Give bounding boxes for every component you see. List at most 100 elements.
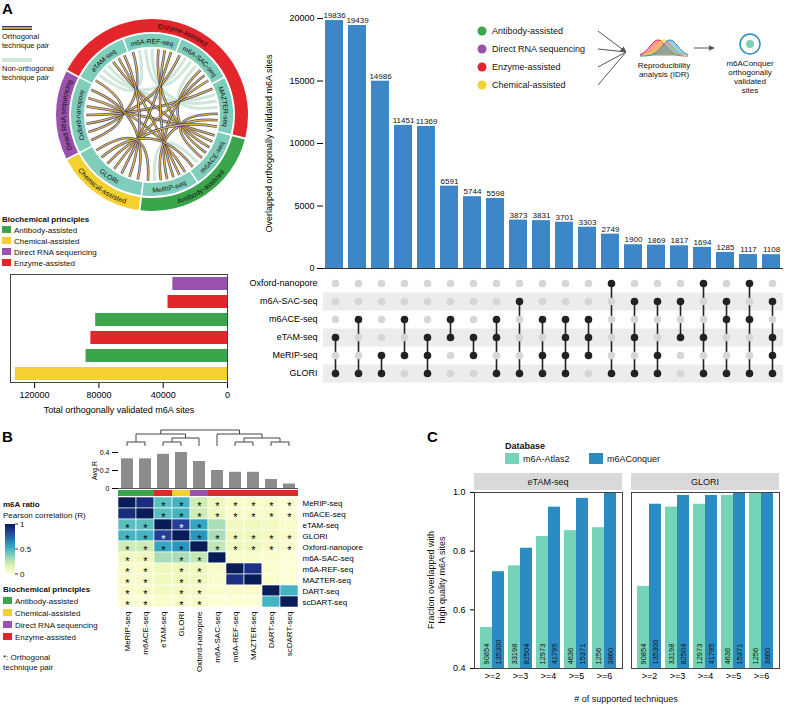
svg-text:12973: 12973 [695,644,704,665]
svg-text:*: * [197,533,202,545]
svg-text:1256: 1256 [594,648,603,665]
svg-text:11451: 11451 [393,116,415,125]
svg-text:scDART-seq: scDART-seq [285,612,294,657]
svg-text:GLORI: GLORI [289,368,317,378]
svg-text:*: * [269,544,274,556]
svg-text:Direct RNA sequencing: Direct RNA sequencing [492,44,585,54]
svg-text:technique pair: technique pair [2,73,50,82]
svg-text:>=2: >=2 [642,671,658,681]
svg-text:135300: 135300 [494,639,503,664]
svg-text:Fraction overlapped with: Fraction overlapped with [426,531,436,629]
svg-text:MAZTER-seq: MAZTER-seq [218,85,230,127]
svg-text:>=2: >=2 [485,671,501,681]
svg-text:m6AConquer: m6AConquer [726,59,773,68]
svg-text:Antibody-assisted: Antibody-assisted [15,597,78,606]
svg-text:m6A-Atlas2: m6A-Atlas2 [523,454,570,464]
svg-text:m6A-SAC-seq: m6A-SAC-seq [213,612,222,663]
svg-text:Biochemical principles: Biochemical principles [2,215,90,224]
svg-text:Enzyme-assisted: Enzyme-assisted [492,62,561,72]
svg-text:33198: 33198 [667,644,676,665]
svg-text:C: C [427,428,438,445]
svg-text:technique pair: technique pair [3,663,54,672]
svg-text:40000: 40000 [151,390,176,400]
svg-text:5000: 5000 [294,201,314,211]
svg-text:Orthogonal: Orthogonal [2,32,39,41]
svg-text:4636: 4636 [723,648,732,665]
svg-text:0.8: 0.8 [453,546,466,556]
svg-text:Chemical-assisted: Chemical-assisted [14,237,79,246]
svg-text:Database: Database [505,441,545,451]
svg-text:>=6: >=6 [597,671,613,681]
svg-text:Direct RNA sequencing: Direct RNA sequencing [15,621,98,630]
svg-text:high quality m6A sites: high quality m6A sites [437,536,447,624]
svg-text:2749: 2749 [602,225,620,234]
svg-text:analysis (IDR): analysis (IDR) [639,70,690,79]
svg-text:15371: 15371 [735,644,744,665]
svg-text:Oxford-nanopore: Oxford-nanopore [74,88,85,141]
svg-text:Reproducibility: Reproducibility [638,61,690,70]
svg-text:m6ACE-seq: m6ACE-seq [269,314,318,324]
svg-text:*: * [251,511,256,523]
svg-text:>=5: >=5 [726,671,742,681]
svg-text:41795: 41795 [550,644,559,665]
svg-text:>=3: >=3 [670,671,686,681]
svg-text:6591: 6591 [441,177,459,186]
svg-text:sites: sites [742,86,758,95]
svg-text:m6A-REF-seq: m6A-REF-seq [130,37,175,48]
svg-text:*: * [125,599,130,611]
svg-text:DART-seq: DART-seq [303,587,340,596]
svg-text:# of supported techniques: # of supported techniques [574,694,678,704]
svg-text:Direct RNA sequencing: Direct RNA sequencing [14,248,97,257]
svg-text:eTAM-seq: eTAM-seq [89,47,117,73]
svg-text:Overlapped orthogonally valida: Overlapped orthogonally validated m6A si… [264,54,274,233]
svg-text:14986: 14986 [369,72,392,81]
svg-text:MeRIP-seq: MeRIP-seq [123,612,132,652]
svg-text:eTAM-seq: eTAM-seq [528,477,569,487]
svg-text:MeRIP-seq: MeRIP-seq [152,178,187,193]
svg-text:1900: 1900 [625,235,643,244]
svg-text:82504: 82504 [522,644,531,665]
svg-text:Oxford-nanopore: Oxford-nanopore [249,278,317,288]
svg-text:eTAM-seq: eTAM-seq [303,521,339,530]
svg-text:*: * [161,511,166,523]
svg-text:>=4: >=4 [698,671,714,681]
svg-text:1256: 1256 [751,648,760,665]
svg-text:m6A-SAC-seq: m6A-SAC-seq [260,296,318,306]
svg-text:3873: 3873 [510,211,528,220]
svg-text:*: * [179,599,184,611]
svg-text:>=3: >=3 [513,671,529,681]
svg-text:0.6: 0.6 [453,605,466,615]
svg-text:80000: 80000 [86,390,111,400]
svg-text:Non-orthogonal: Non-orthogonal [2,64,54,73]
svg-text:Antibody-assisted: Antibody-assisted [492,26,563,36]
svg-text:5744: 5744 [464,187,482,196]
svg-text:3701: 3701 [556,213,574,222]
svg-text:Chemical-assisted: Chemical-assisted [15,609,80,618]
svg-text:Enzyme-assisted: Enzyme-assisted [14,259,75,268]
svg-text:m6ACE-seq: m6ACE-seq [141,612,150,655]
svg-text:GLORI: GLORI [177,612,186,637]
svg-text:*: * [179,511,184,523]
svg-text:3860: 3860 [606,648,615,665]
svg-text:Pearson correlation (R): Pearson correlation (R) [3,511,86,520]
svg-text:Direct RNA sequencing: Direct RNA sequencing [59,78,74,151]
svg-text:3831: 3831 [533,211,551,220]
svg-text:0.5: 0.5 [20,545,32,554]
svg-text:MeRIP-seq: MeRIP-seq [272,350,317,360]
svg-text:*: * [287,544,292,556]
svg-text:Oxford-nanopore: Oxford-nanopore [195,611,204,672]
svg-text:19836: 19836 [323,11,346,20]
svg-text:Chemical-assisted: Chemical-assisted [77,166,127,204]
svg-text:Avg.R: Avg.R [91,461,99,480]
svg-text:1869: 1869 [648,236,666,245]
svg-text:*: * [287,511,292,523]
svg-text:DART-seq: DART-seq [267,612,276,649]
svg-text:10000: 10000 [289,138,314,148]
svg-text:1285: 1285 [717,243,735,252]
svg-text:0: 0 [309,263,314,273]
svg-text:41795: 41795 [707,644,716,665]
svg-text:0: 0 [225,390,230,400]
svg-text:135300: 135300 [651,639,660,664]
svg-text:Chemical-assisted: Chemical-assisted [492,80,566,90]
svg-text:*: * [143,599,148,611]
